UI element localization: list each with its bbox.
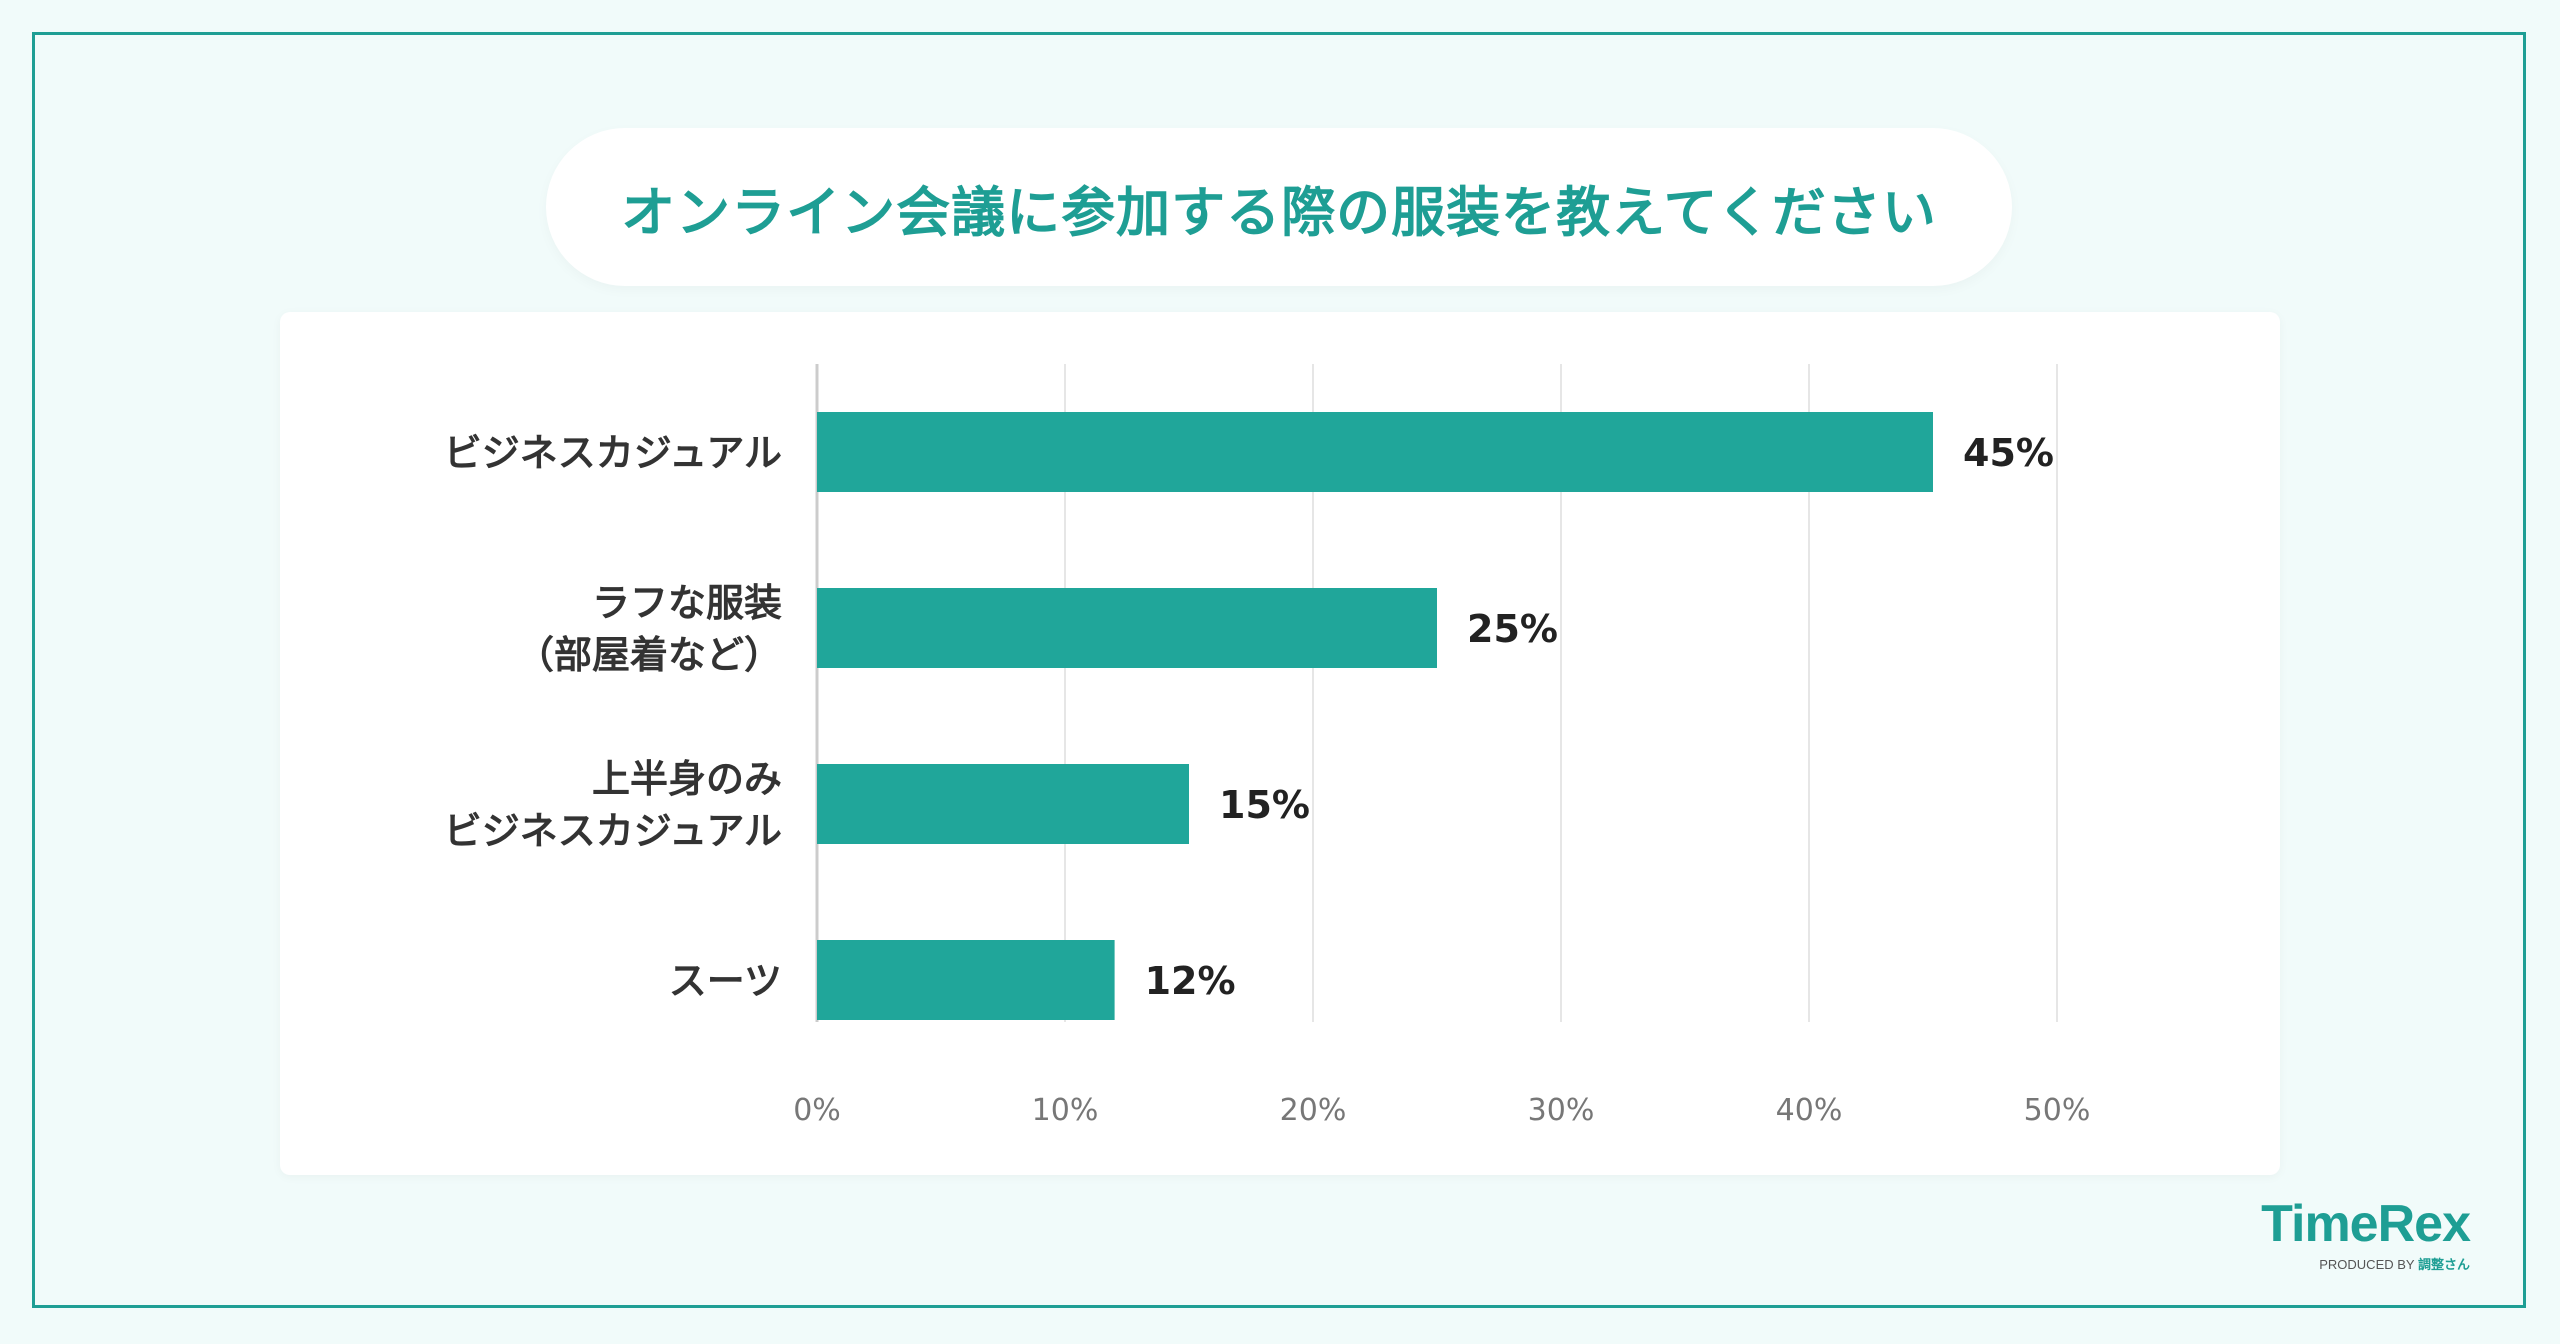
x-tick-label: 20% [1280, 1093, 1347, 1128]
category-label-line: （部屋着など） [516, 633, 782, 677]
logo-subtitle: PRODUCED BY 調整さん [2240, 1254, 2470, 1273]
value-label: 15% [1219, 783, 1310, 827]
logo-name: TimeRex [2261, 1195, 2471, 1253]
bar [817, 764, 1189, 844]
value-label: 12% [1145, 959, 1236, 1003]
category-label-line: ビジネスカジュアル [444, 431, 782, 475]
x-tick-label: 40% [1776, 1093, 1843, 1128]
logo-sub-brand: 調整さん [2417, 1257, 2470, 1272]
bar [817, 588, 1437, 668]
category-label-line: 上半身のみ [592, 757, 782, 801]
category-label-line: ラフな服装 [592, 581, 782, 625]
x-tick-label: 0% [793, 1093, 841, 1128]
bar [817, 412, 1933, 492]
bar [817, 940, 1115, 1020]
category-label: ラフな服装 （部屋着など） [516, 581, 782, 677]
category-label: ビジネスカジュアル [444, 431, 782, 475]
category-label-line: ビジネスカジュアル [444, 809, 782, 853]
chart-title: オンライン会議に参加する際の服装を教えてください [621, 180, 1937, 244]
category-label-line: スーツ [669, 959, 782, 1003]
value-label: 25% [1467, 607, 1558, 651]
logo-sub-prefix: PRODUCED BY [2319, 1257, 2415, 1272]
category-label: 上半身のみビジネスカジュアル [444, 757, 782, 853]
category-label: スーツ [669, 959, 782, 1003]
title-pill: オンライン会議に参加する際の服装を教えてください [546, 128, 2012, 286]
x-tick-label: 50% [2024, 1093, 2091, 1128]
bar-chart: 0% 10% 20% 30% 40% 50% 45% ビジネスカジュアル 25% ラフな服装 （部屋… [444, 364, 2091, 1128]
value-label: 45% [1963, 431, 2054, 475]
x-tick-label: 10% [1032, 1093, 1099, 1128]
chart-card: 0% 10% 20% 30% 40% 50% 45% ビジネスカジュアル 25% ラフな服装 （部屋… [280, 312, 2280, 1175]
x-tick-label: 30% [1528, 1093, 1595, 1128]
timerex-logo: TimeRex PRODUCED BY 調整さん [2240, 1195, 2471, 1273]
outer-frame [32, 32, 2526, 1308]
